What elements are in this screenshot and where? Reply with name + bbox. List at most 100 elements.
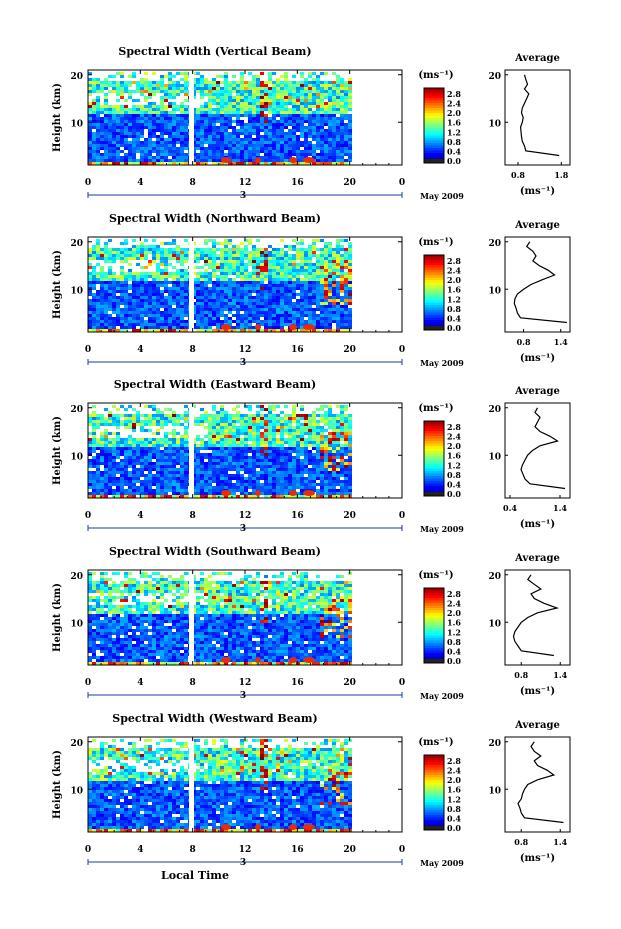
colorbar-swatch <box>424 643 444 646</box>
y-tick-label: 20 <box>70 572 83 582</box>
feature-blob <box>303 490 315 496</box>
colorbar-swatch <box>424 600 444 604</box>
x-tick-label: 0 <box>399 511 405 521</box>
colorbar-tick-label: 0.8 <box>447 804 461 814</box>
colorbar-swatch <box>424 431 444 434</box>
colorbar-tick-label: 1.6 <box>447 285 461 295</box>
colorbar-tick-label: 0.0 <box>447 656 461 666</box>
x-axis-label: Local Time <box>161 869 229 882</box>
colorbar-swatch <box>424 100 444 104</box>
colorbar-swatch <box>424 486 444 489</box>
colorbar-swatch <box>424 605 444 609</box>
colorbar-swatch <box>424 590 444 594</box>
colorbar-swatch <box>424 598 444 601</box>
colorbar-swatch <box>424 315 444 318</box>
colorbar-tick-label: 2.4 <box>447 432 461 442</box>
colorbar-swatch <box>424 772 444 776</box>
day-label: 3 <box>240 524 246 534</box>
colorbar-swatch <box>424 262 444 266</box>
colorbar-frame <box>423 254 445 331</box>
x-tick-label: 16 <box>291 511 304 521</box>
average-profile: Average 10 20 0.4 1.4 (ms⁻¹) <box>488 386 571 530</box>
colorbar-tick-label: 2.0 <box>447 108 461 118</box>
profile-y-tick-label: 10 <box>488 452 501 462</box>
colorbar-swatch <box>424 780 444 783</box>
colorbar <box>423 254 445 331</box>
colorbar-swatch <box>424 110 444 114</box>
x-tick-label: 8 <box>190 511 196 521</box>
colorbar-swatch <box>424 800 444 803</box>
x-tick-label: 20 <box>343 178 356 188</box>
x-tick-label: 8 <box>190 845 196 855</box>
panel-1: Spectral Width (Vertical Beam) 0 4 8 12 16 20 0… <box>52 45 571 201</box>
colorbar-swatch <box>424 433 444 437</box>
colorbar-swatch <box>424 317 444 321</box>
colorbar-tick-label: 0.0 <box>447 156 461 166</box>
heatmap-cells <box>88 405 352 498</box>
profile-x-tick-label: 0.8 <box>511 170 525 180</box>
day-label: 3 <box>240 691 246 701</box>
colorbar-min <box>424 159 444 163</box>
average-title: Average <box>514 53 560 64</box>
profile-line <box>513 241 567 324</box>
colorbar-swatch <box>424 817 444 821</box>
colorbar-swatch <box>424 155 444 159</box>
colorbar-swatch <box>424 608 444 611</box>
colorbar-swatch <box>424 428 444 432</box>
colorbar-swatch <box>424 423 444 427</box>
profile-x-tick-label: 1.4 <box>553 670 567 680</box>
panel-title: Spectral Width (Northward Beam) <box>109 212 321 225</box>
colorbar-frame <box>423 420 445 497</box>
colorbar-swatch <box>424 770 444 773</box>
colorbar-swatch <box>424 150 444 154</box>
colorbar-tick-label: 0.8 <box>447 637 461 647</box>
colorbar-swatch <box>424 453 444 457</box>
profile-x-tick-label: 1.4 <box>553 837 567 847</box>
feature-blob <box>255 490 261 496</box>
colorbar-tick-label: 0.4 <box>447 646 461 656</box>
colorbar-swatch <box>424 650 444 654</box>
average-profile: Average 10 20 0.8 1.4 (ms⁻¹) <box>488 553 571 697</box>
colorbar-swatch <box>424 458 444 462</box>
colorbar-swatch <box>424 280 444 283</box>
x-tick-label: 16 <box>291 845 304 855</box>
x-tick-label: 0 <box>399 178 405 188</box>
colorbar-swatch <box>424 451 444 454</box>
average-title: Average <box>514 553 560 564</box>
colorbar-swatch <box>424 143 444 146</box>
x-tick-label: 12 <box>239 178 252 188</box>
colorbar-swatch <box>424 820 444 823</box>
colorbar-swatch <box>424 307 444 311</box>
x-tick-label: 12 <box>239 345 252 355</box>
colorbar-tick-label: 1.2 <box>447 794 461 804</box>
profile-x-tick-label: 1.8 <box>554 170 568 180</box>
x-tick-label: 0 <box>85 178 91 188</box>
colorbar-swatch <box>424 822 444 826</box>
colorbar-swatch <box>424 595 444 599</box>
y-tick-label: 10 <box>70 786 83 796</box>
colorbar-swatch <box>424 305 444 308</box>
panel-3: Spectral Width (Eastward Beam) 0 4 8 12 16 20 0… <box>52 378 571 534</box>
x-tick-label: 4 <box>137 345 143 355</box>
colorbar-swatch <box>424 302 444 306</box>
colorbar-swatch <box>424 90 444 94</box>
colorbar-swatch <box>424 603 444 606</box>
colorbar-swatch <box>424 625 444 629</box>
colorbar-swatch <box>424 618 444 621</box>
colorbar-swatch <box>424 135 444 139</box>
colorbar-swatch <box>424 478 444 482</box>
colorbar-swatch <box>424 138 444 141</box>
y-axis-label: Height (km) <box>52 250 63 319</box>
colorbar-swatch <box>424 322 444 326</box>
colorbar-swatch <box>424 255 444 258</box>
profile-line <box>517 741 564 824</box>
colorbar-tick-label: 0.4 <box>447 813 461 823</box>
colorbar-swatch <box>424 807 444 811</box>
colorbar-swatch <box>424 140 444 144</box>
colorbar-tick-label: 0.8 <box>447 137 461 147</box>
colorbar-swatch <box>424 310 444 313</box>
colorbar-swatch <box>424 645 444 649</box>
x-tick-label: 0 <box>85 845 91 855</box>
average-title: Average <box>514 386 560 397</box>
